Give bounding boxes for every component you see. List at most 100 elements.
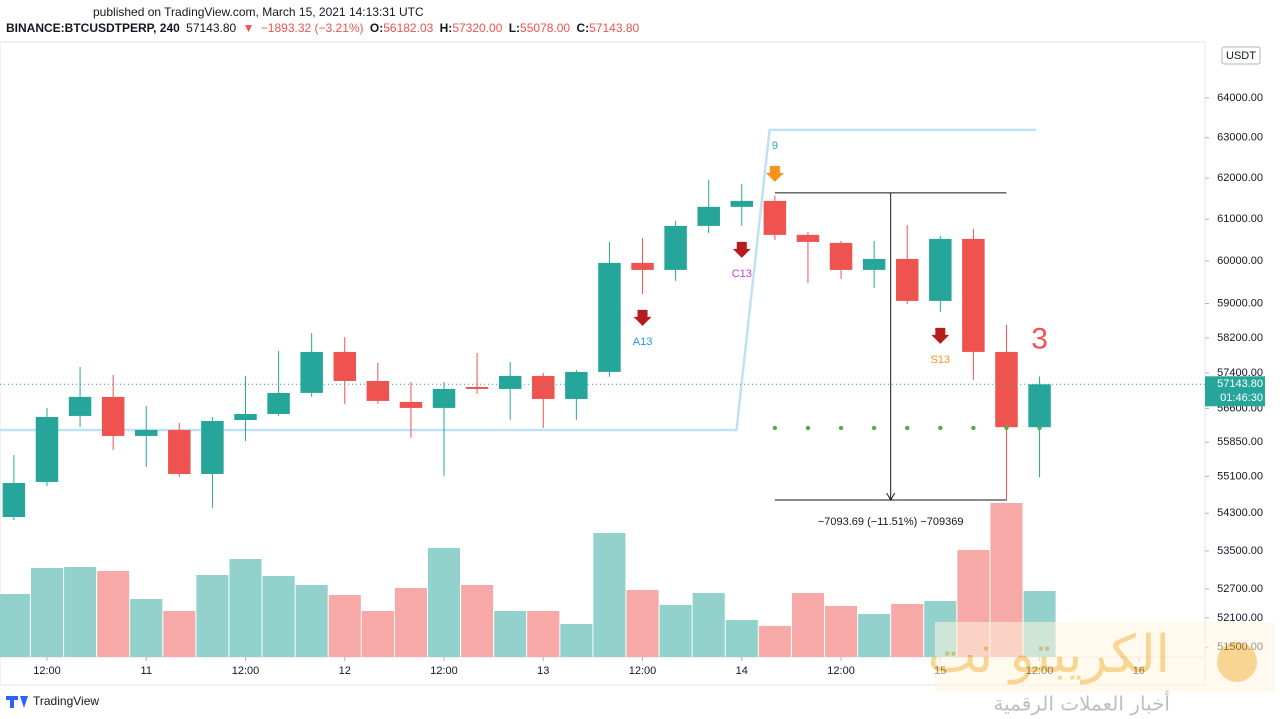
h: 57320.00 <box>452 21 503 35</box>
volume-bar <box>626 590 659 657</box>
plot-frame <box>0 41 1206 686</box>
signal-dot <box>838 425 844 431</box>
volume-bar <box>295 585 328 657</box>
candle-body <box>697 206 720 226</box>
signal-label: 3 <box>1031 322 1048 355</box>
y-tick-label: 52100.00 <box>1217 612 1263 624</box>
y-tick-label: 59000.00 <box>1217 297 1263 309</box>
signal-dot <box>1037 425 1042 431</box>
candle-body <box>234 413 257 421</box>
candle-body <box>598 262 621 372</box>
volume-bar <box>891 604 924 657</box>
y-tick-label: 54300.00 <box>1217 507 1263 519</box>
signal-label: C13 <box>732 268 752 280</box>
candle-body <box>664 225 687 270</box>
signal-arrow <box>732 241 751 258</box>
signal-arrow <box>633 309 652 326</box>
watermark-name: الكريبتو نت <box>928 625 1170 685</box>
x-tick-label: 13 <box>537 665 549 677</box>
watermark-tagline: أخبار العملات الرقمية <box>993 691 1170 716</box>
y-tick-label: 53500.00 <box>1217 545 1263 557</box>
signal-dot <box>871 425 877 431</box>
countdown: 01:46:30 <box>1220 392 1263 404</box>
signal-arrow <box>765 165 784 182</box>
candle-body <box>895 258 919 301</box>
last-price-box <box>1205 376 1265 407</box>
signal-label: S13 <box>931 354 951 366</box>
volume-bar <box>262 576 295 657</box>
c-label: C: <box>576 21 590 35</box>
signal-label: A13 <box>633 336 653 348</box>
h-label: H: <box>439 21 453 35</box>
symbol-line: BINANCE:BTCUSDTPERP, 240 57143.80 ▼ −189… <box>6 21 642 35</box>
volume-bar <box>130 599 163 657</box>
currency-box <box>1221 46 1261 65</box>
candle-body <box>432 388 456 408</box>
x-tick-label: 14 <box>736 665 748 677</box>
candle-body <box>134 429 158 436</box>
candle-body <box>300 351 323 393</box>
volume-bar <box>758 626 791 657</box>
last: 57143.80 <box>186 21 237 35</box>
change: −1893.32 (−3.21%) <box>260 21 364 35</box>
measure-head <box>886 492 896 501</box>
o: 56182.03 <box>383 21 434 35</box>
volume-bar <box>97 571 130 657</box>
x-tick-label: 12:00 <box>33 665 61 677</box>
header: published on TradingView.com, March 15, … <box>0 0 1280 40</box>
published: published on TradingView.com, March 15, … <box>93 5 424 19</box>
signal-dot <box>971 425 976 431</box>
y-tick-label: 57400.00 <box>1217 367 1263 379</box>
last-price: 57143.80 <box>1217 378 1263 390</box>
measure-label: −7093.69 (−11.51%) −709369 <box>818 516 964 528</box>
candle-body <box>267 392 290 414</box>
volume-bar <box>394 588 427 657</box>
volume-bar <box>196 575 229 657</box>
candle-body <box>498 375 522 389</box>
y-tick-label: 62000.00 <box>1217 172 1263 184</box>
volume-bar <box>791 593 825 657</box>
y-tick-label: 55850.00 <box>1217 436 1263 448</box>
y-tick-label: 58200.00 <box>1217 332 1263 344</box>
volume-bar <box>527 611 560 657</box>
volume-bar <box>30 568 64 657</box>
volume-bar <box>659 605 692 657</box>
signal-dot <box>905 425 910 431</box>
symbol: BINANCE:BTCUSDTPERP, 240 <box>6 21 180 35</box>
y-tick-label: 60000.00 <box>1217 255 1263 267</box>
candle-body <box>1028 384 1051 428</box>
candle-body <box>201 421 224 474</box>
volume-bar <box>361 611 394 657</box>
watermark: الكريبتو نت أخبار العملات الرقمية <box>928 622 1275 716</box>
candle-body <box>995 351 1018 428</box>
x-tick-label: 12 <box>339 665 351 677</box>
candle-body <box>2 483 26 518</box>
volume-bar <box>560 624 593 657</box>
candle-body <box>465 386 489 389</box>
candle-body <box>631 262 654 270</box>
indicator-line <box>0 128 1037 432</box>
candle-body <box>565 371 588 399</box>
signal-dot <box>805 425 811 431</box>
candle-body <box>35 416 59 482</box>
watermark-logo <box>1217 642 1257 682</box>
volume-bar <box>725 620 758 657</box>
y-tick-label: 64000.00 <box>1217 92 1263 104</box>
volume-bar <box>858 614 891 657</box>
candle-body <box>399 401 423 408</box>
volume-bar <box>427 548 461 657</box>
brand-logo <box>6 696 28 708</box>
volume-bar <box>229 559 262 657</box>
plot <box>0 128 1056 657</box>
l-label: L: <box>508 21 521 35</box>
y-tick-label: 63000.00 <box>1217 132 1263 144</box>
x-tick-label: 12:00 <box>232 665 260 677</box>
candle-body <box>862 258 886 270</box>
volume-bar <box>64 567 97 657</box>
signal-label: 9 <box>772 140 778 152</box>
candle-body <box>168 429 191 474</box>
candle-body <box>829 242 853 270</box>
x-tick-label: 11 <box>141 665 152 677</box>
